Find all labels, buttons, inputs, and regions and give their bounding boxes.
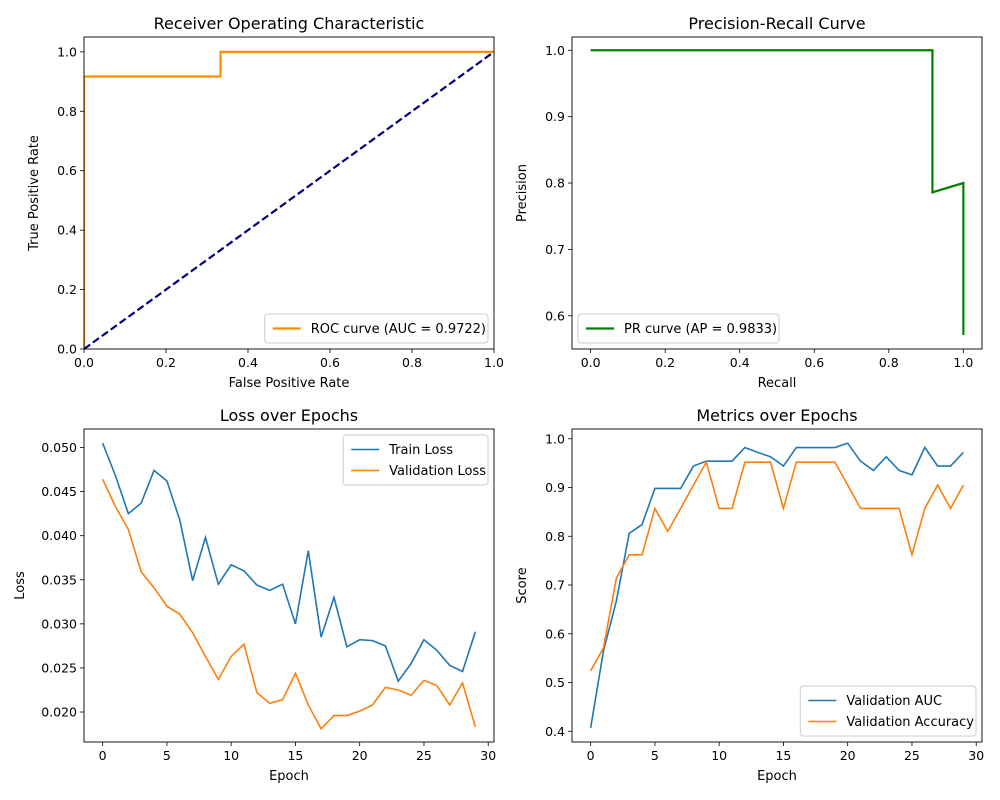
x-tick-label: 15 — [775, 748, 791, 763]
legend: Validation AUC Validation Accuracy — [799, 685, 977, 737]
plot-frame — [83, 36, 495, 350]
x-tick-label: 15 — [287, 748, 303, 763]
chart-2: Precision-Recall Curve 0.0 0.2 0.4 0.6 0.8 1.0… — [515, 14, 983, 391]
legend-label: Validation Loss — [389, 464, 486, 479]
legend-box — [264, 313, 489, 344]
y-tick-label: 0.8 — [545, 529, 565, 544]
y-tick-label: 0.030 — [41, 616, 77, 631]
x-tick-label: 5 — [163, 748, 171, 763]
x-tick-label: 25 — [416, 748, 432, 763]
legend-label: ROC curve (AUC = 0.9722) — [311, 322, 486, 337]
x-tick-label: 0.0 — [74, 355, 94, 370]
y-tick-label: 0.025 — [41, 660, 77, 675]
x-tick-label: 30 — [968, 748, 984, 763]
chart-title: Precision-Recall Curve — [688, 14, 865, 33]
y-tick-label: 0.4 — [57, 223, 77, 238]
legend-label: Validation Accuracy — [846, 715, 974, 730]
legend-label: Validation AUC — [846, 694, 942, 709]
plot-frame — [83, 428, 495, 743]
y-tick-label: 0.8 — [57, 104, 77, 119]
x-tick-label: 0.2 — [655, 355, 675, 370]
plot-frame — [571, 428, 983, 743]
legend-label: PR curve (AP = 0.9833) — [624, 322, 777, 337]
x-tick-label: 5 — [651, 748, 659, 763]
x-tick-label: 10 — [223, 748, 239, 763]
y-axis-label: True Positive Rate — [27, 135, 42, 252]
series-line-1 — [101, 442, 477, 683]
y-axis-label: Score — [515, 567, 530, 603]
series-line-2 — [84, 50, 494, 349]
y-tick-label: 1.0 — [545, 43, 565, 58]
series-line-1 — [84, 50, 494, 349]
chart-3: Loss over Epochs 0 5 10 15 20 25 30 0.020 0.025 0.… — [13, 406, 496, 784]
y-tick-label: 0.050 — [41, 440, 77, 455]
x-tick-label: 1.0 — [953, 355, 973, 370]
x-tick-label: 0.2 — [156, 355, 176, 370]
series-line-2 — [589, 460, 965, 672]
y-tick-label: 0.5 — [545, 675, 565, 690]
x-tick-label: 0.4 — [730, 355, 750, 370]
y-tick-label: 0.020 — [41, 705, 77, 720]
legend: Train Loss Validation Loss — [342, 434, 489, 486]
x-axis-label: Epoch — [269, 769, 309, 784]
y-tick-label: 0.0 — [57, 342, 77, 357]
x-tick-label: 20 — [352, 748, 368, 763]
x-tick-label: 0 — [99, 748, 107, 763]
series-line-2 — [101, 478, 477, 731]
y-tick-label: 0.9 — [545, 480, 565, 495]
chart-title: Receiver Operating Characteristic — [154, 14, 425, 33]
y-axis-label: Precision — [515, 164, 530, 222]
x-tick-label: 0.0 — [581, 355, 601, 370]
chart-title: Loss over Epochs — [220, 406, 358, 425]
y-tick-label: 0.4 — [545, 724, 565, 739]
x-tick-label: 0.6 — [804, 355, 824, 370]
chart-4: Metrics over Epochs 0 5 10 15 20 25 30 0.4 0.5 0.6… — [515, 406, 984, 784]
x-tick-label: 0.8 — [879, 355, 899, 370]
x-tick-label: 0.4 — [238, 355, 258, 370]
y-tick-label: 0.7 — [545, 242, 565, 257]
x-axis-label: Epoch — [757, 769, 797, 784]
x-tick-label: 30 — [480, 748, 496, 763]
y-tick-label: 0.045 — [41, 484, 77, 499]
x-tick-label: 0.6 — [320, 355, 340, 370]
y-tick-label: 0.040 — [41, 528, 77, 543]
y-tick-label: 1.0 — [545, 431, 565, 446]
y-tick-label: 0.9 — [545, 109, 565, 124]
y-tick-label: 0.035 — [41, 572, 77, 587]
x-tick-label: 25 — [904, 748, 920, 763]
plot-frame — [571, 36, 983, 350]
y-axis-label: Loss — [13, 571, 28, 600]
y-tick-label: 0.6 — [57, 163, 77, 178]
y-tick-label: 1.0 — [57, 44, 77, 59]
x-tick-label: 20 — [840, 748, 856, 763]
x-tick-label: 0.8 — [402, 355, 422, 370]
legend-box — [577, 313, 780, 344]
legend: ROC curve (AUC = 0.9722) — [264, 313, 489, 344]
legend-label: Train Loss — [388, 443, 453, 458]
legend-box — [342, 434, 489, 486]
x-tick-label: 0 — [587, 748, 595, 763]
y-tick-label: 0.8 — [545, 176, 565, 191]
series-line-1 — [589, 442, 964, 728]
chart-1: Receiver Operating Characteristic 0.0 0.2 0… — [27, 14, 504, 391]
x-tick-label: 10 — [711, 748, 727, 763]
series-line-1 — [590, 49, 965, 336]
x-axis-label: False Positive Rate — [229, 376, 350, 391]
x-axis-label: Recall — [758, 376, 797, 391]
y-tick-label: 0.6 — [545, 626, 565, 641]
chart-title: Metrics over Epochs — [696, 406, 857, 425]
y-tick-label: 0.7 — [545, 578, 565, 593]
y-tick-label: 0.2 — [57, 282, 77, 297]
legend: PR curve (AP = 0.9833) — [577, 313, 780, 344]
y-tick-label: 0.6 — [545, 308, 565, 323]
legend-box — [799, 685, 977, 737]
x-tick-label: 1.0 — [484, 355, 504, 370]
